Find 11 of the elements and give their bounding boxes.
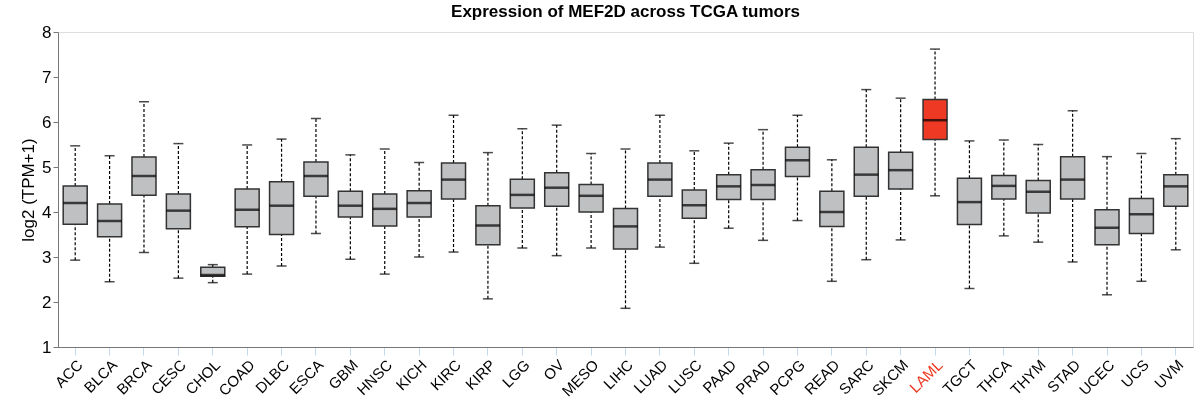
y-tick-label: 2 [42, 292, 52, 312]
y-tick-label: 5 [42, 157, 52, 177]
y-tick-label: 4 [42, 202, 52, 222]
y-axis-title: log2 (TPM+1) [19, 138, 39, 242]
y-tick-label: 8 [42, 22, 52, 42]
y-tick-label: 6 [42, 112, 52, 132]
y-tick-label: 7 [42, 67, 52, 87]
chart-title: Expression of MEF2D across TCGA tumors [451, 2, 800, 21]
x-tick-label: OV [539, 356, 568, 384]
y-tick-label: 1 [42, 337, 52, 357]
y-tick-label: 3 [42, 247, 52, 267]
